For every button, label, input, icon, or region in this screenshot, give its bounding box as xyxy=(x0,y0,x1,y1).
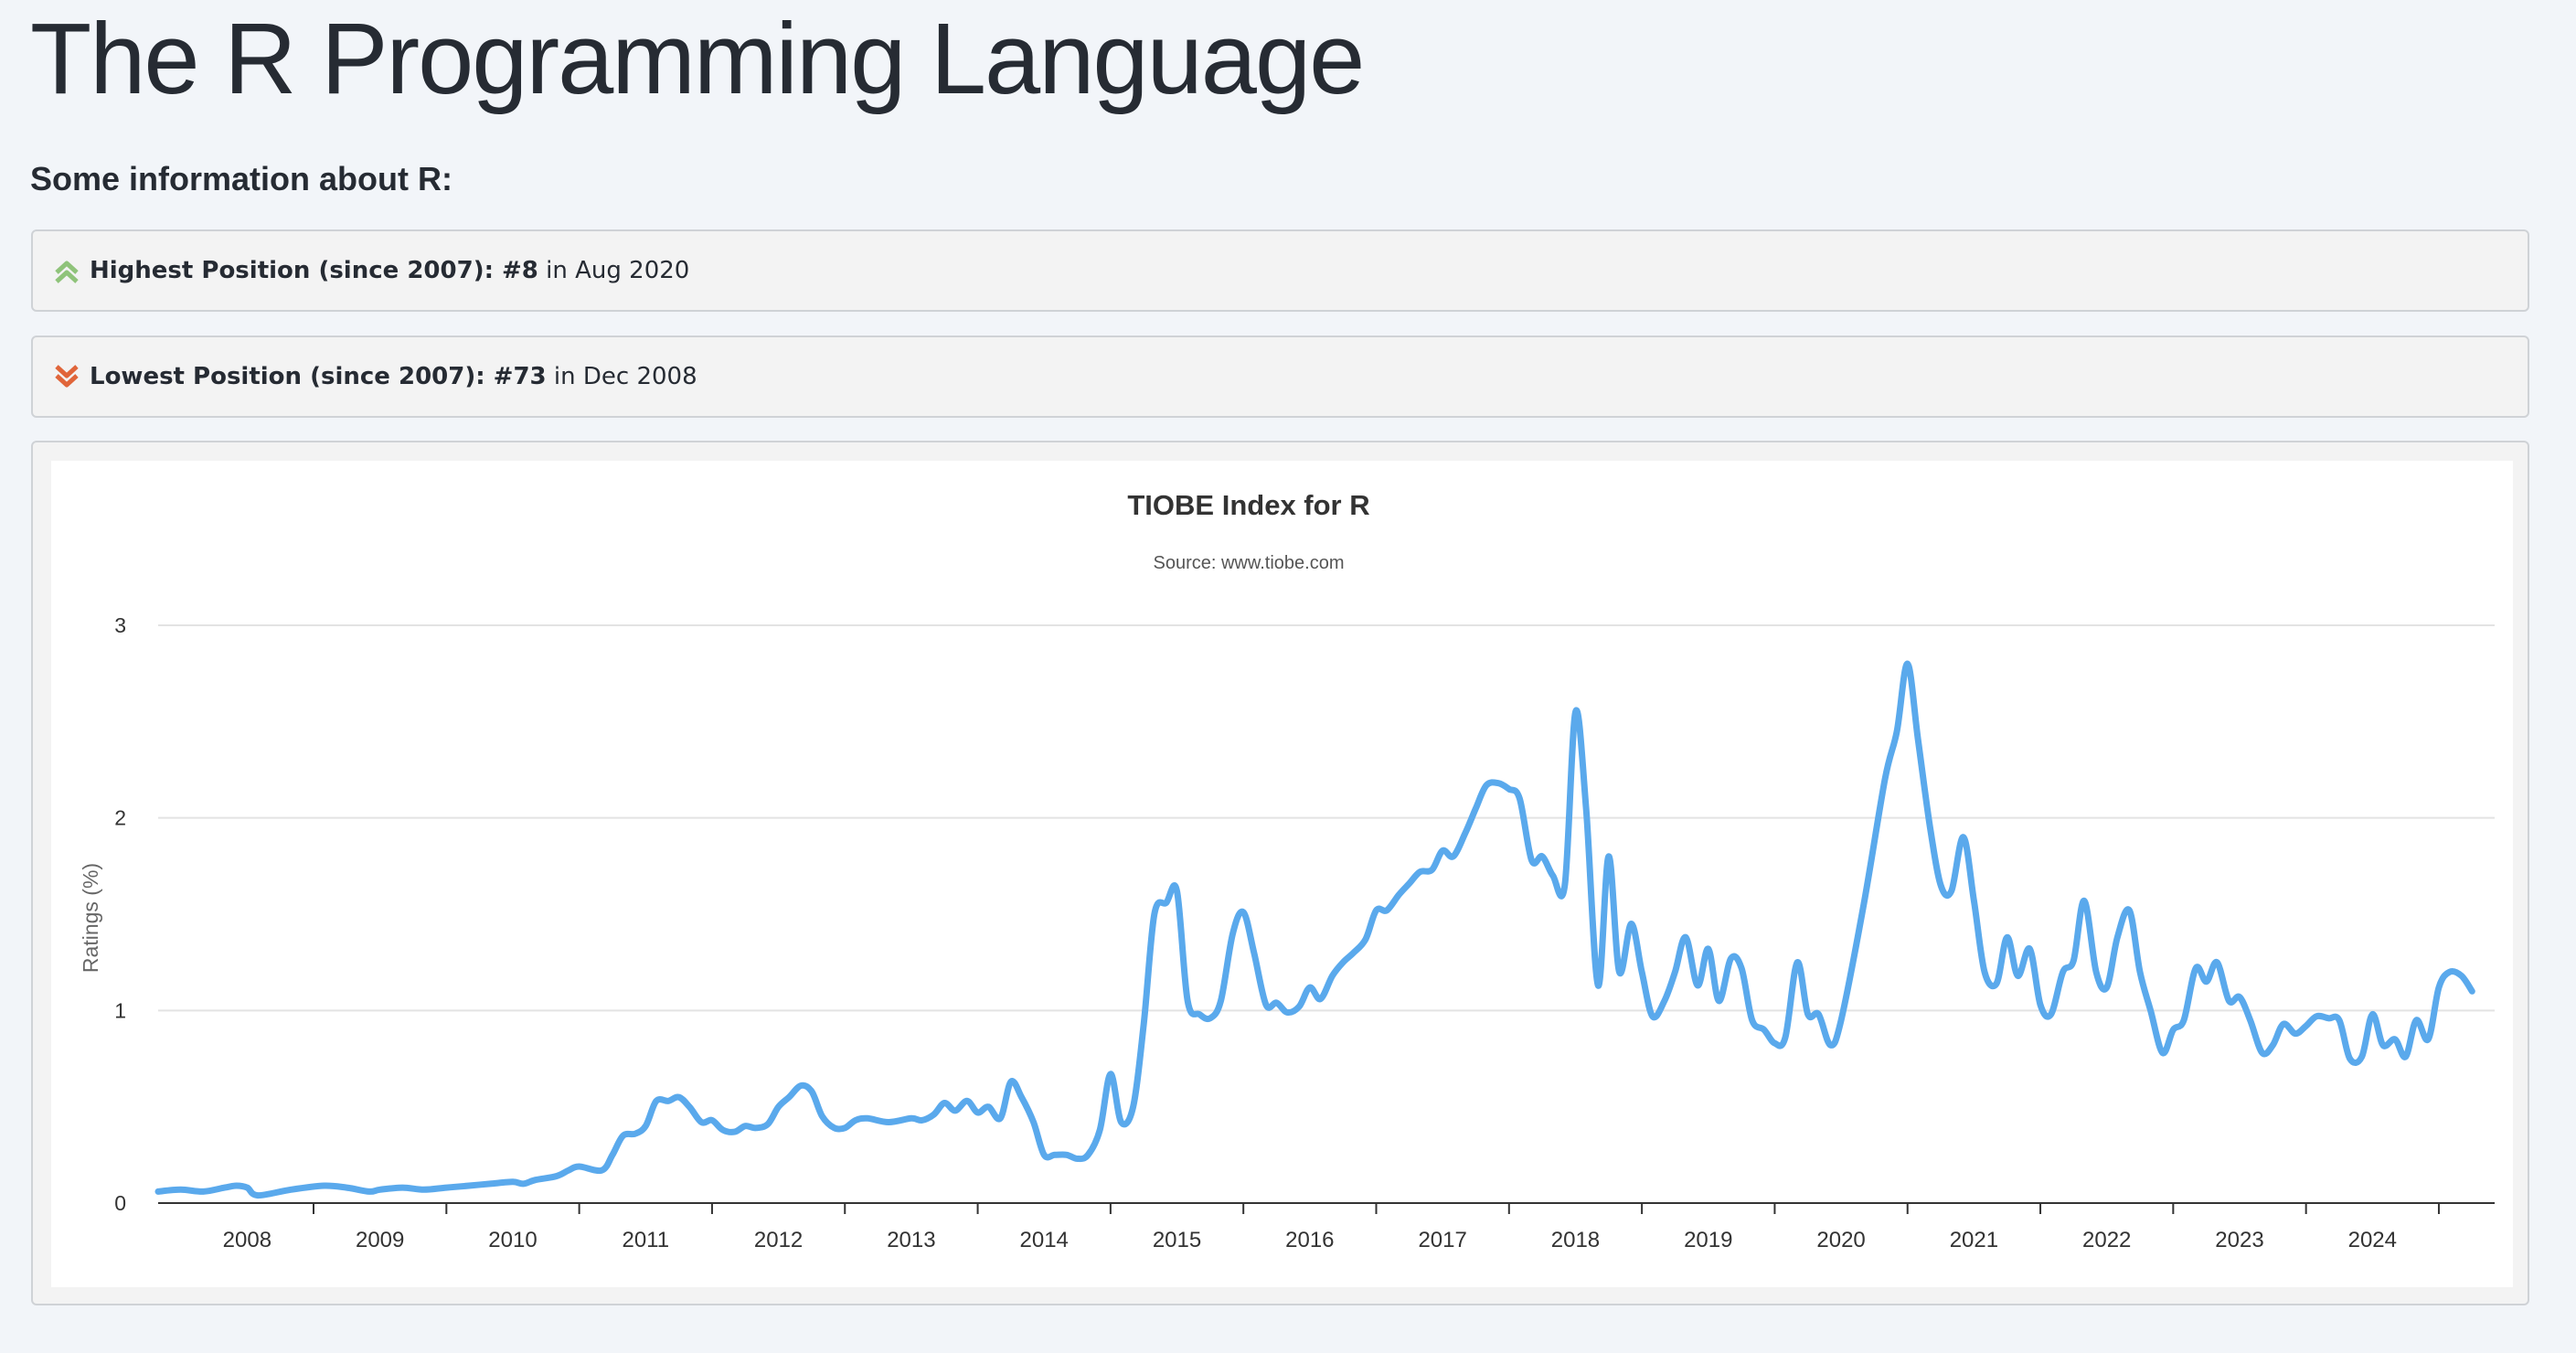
highest-position-label: Highest Position (since 2007): #8 xyxy=(90,257,538,284)
chart-panel: TIOBE Index for R Source: www.tiobe.com … xyxy=(31,441,2529,1305)
x-tick-label: 2016 xyxy=(1285,1228,1334,1252)
y-axis-label: Ratings (%) xyxy=(79,863,102,973)
x-tick-label: 2010 xyxy=(488,1228,537,1252)
x-tick-label: 2018 xyxy=(1551,1228,1600,1252)
page-title: The R Programming Language xyxy=(30,3,1365,115)
x-tick-label: 2024 xyxy=(2348,1228,2397,1252)
double-chevron-up-icon xyxy=(53,255,80,286)
chart-title: TIOBE Index for R xyxy=(1127,489,1369,521)
y-tick-label: 2 xyxy=(114,806,126,830)
y-tick-label: 1 xyxy=(114,998,126,1022)
x-tick-label: 2012 xyxy=(754,1228,803,1252)
section-heading: Some information about R: xyxy=(30,160,452,197)
lowest-position-box: Lowest Position (since 2007): #73 in Dec… xyxy=(31,336,2529,418)
x-tick-label: 2022 xyxy=(2082,1228,2131,1252)
x-tick-label: 2009 xyxy=(356,1228,404,1252)
chart-area: TIOBE Index for R Source: www.tiobe.com … xyxy=(51,461,2513,1287)
x-tick-label: 2015 xyxy=(1153,1228,1201,1252)
highest-position-box: Highest Position (since 2007): #8 in Aug… xyxy=(31,229,2529,312)
series-line xyxy=(154,660,2475,1199)
double-chevron-down-icon xyxy=(53,361,80,392)
x-tick-label: 2023 xyxy=(2215,1228,2263,1252)
x-tick-label: 2020 xyxy=(1816,1228,1865,1252)
chart-subtitle: Source: www.tiobe.com xyxy=(1154,553,1345,573)
highest-position-date: in Aug 2020 xyxy=(546,257,690,284)
y-tick-label: 0 xyxy=(114,1191,126,1215)
lowest-position-date: in Dec 2008 xyxy=(553,363,697,390)
x-tick-label: 2021 xyxy=(1950,1228,1998,1252)
lowest-position-label: Lowest Position (since 2007): #73 xyxy=(90,363,547,390)
x-tick-label: 2014 xyxy=(1020,1228,1069,1252)
x-tick-label: 2008 xyxy=(223,1228,271,1252)
tiobe-chart: TIOBE Index for R Source: www.tiobe.com … xyxy=(79,489,2495,1252)
x-tick-label: 2013 xyxy=(887,1228,935,1252)
x-tick-label: 2019 xyxy=(1684,1228,1732,1252)
x-tick-label: 2017 xyxy=(1418,1228,1466,1252)
y-tick-label: 3 xyxy=(114,613,126,637)
x-tick-label: 2011 xyxy=(622,1228,669,1252)
